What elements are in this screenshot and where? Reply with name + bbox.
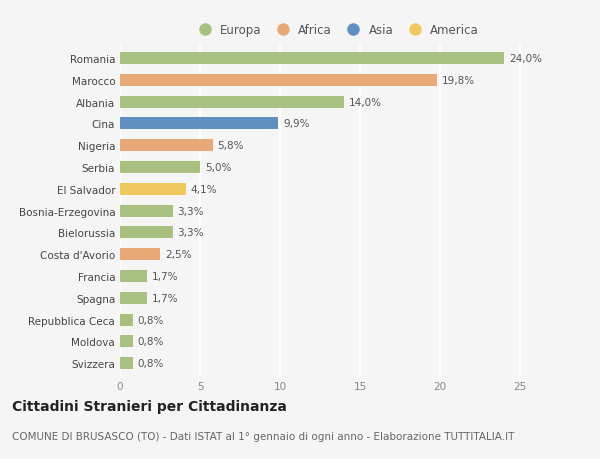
Text: 5,0%: 5,0% (205, 162, 231, 173)
Bar (120, 358, 133, 369)
Bar (120, 314, 133, 326)
Text: 9,9%: 9,9% (283, 119, 310, 129)
Legend: Europa, Africa, Asia, America: Europa, Africa, Asia, America (193, 24, 479, 37)
Text: 14,0%: 14,0% (349, 97, 382, 107)
Bar (120, 140, 213, 152)
Bar (120, 162, 200, 174)
Text: 24,0%: 24,0% (509, 54, 542, 64)
Bar (120, 75, 437, 87)
Text: 1,7%: 1,7% (152, 271, 179, 281)
Text: 5,8%: 5,8% (218, 141, 244, 151)
Text: 4,1%: 4,1% (190, 185, 217, 195)
Bar (120, 292, 147, 304)
Text: 3,3%: 3,3% (178, 228, 204, 238)
Bar (120, 96, 344, 108)
Bar (120, 336, 133, 347)
Text: 3,3%: 3,3% (178, 206, 204, 216)
Bar (120, 53, 504, 65)
Text: 0,8%: 0,8% (137, 358, 164, 368)
Text: 1,7%: 1,7% (152, 293, 179, 303)
Text: 2,5%: 2,5% (165, 250, 191, 260)
Bar (120, 227, 173, 239)
Text: COMUNE DI BRUSASCO (TO) - Dati ISTAT al 1° gennaio di ogni anno - Elaborazione T: COMUNE DI BRUSASCO (TO) - Dati ISTAT al … (12, 431, 514, 442)
Text: 0,8%: 0,8% (137, 336, 164, 347)
Text: Cittadini Stranieri per Cittadinanza: Cittadini Stranieri per Cittadinanza (12, 399, 287, 413)
Bar (120, 205, 173, 217)
Bar (120, 249, 160, 261)
Bar (120, 270, 147, 282)
Text: 19,8%: 19,8% (442, 76, 475, 86)
Text: 0,8%: 0,8% (137, 315, 164, 325)
Bar (120, 118, 278, 130)
Bar (120, 184, 185, 196)
